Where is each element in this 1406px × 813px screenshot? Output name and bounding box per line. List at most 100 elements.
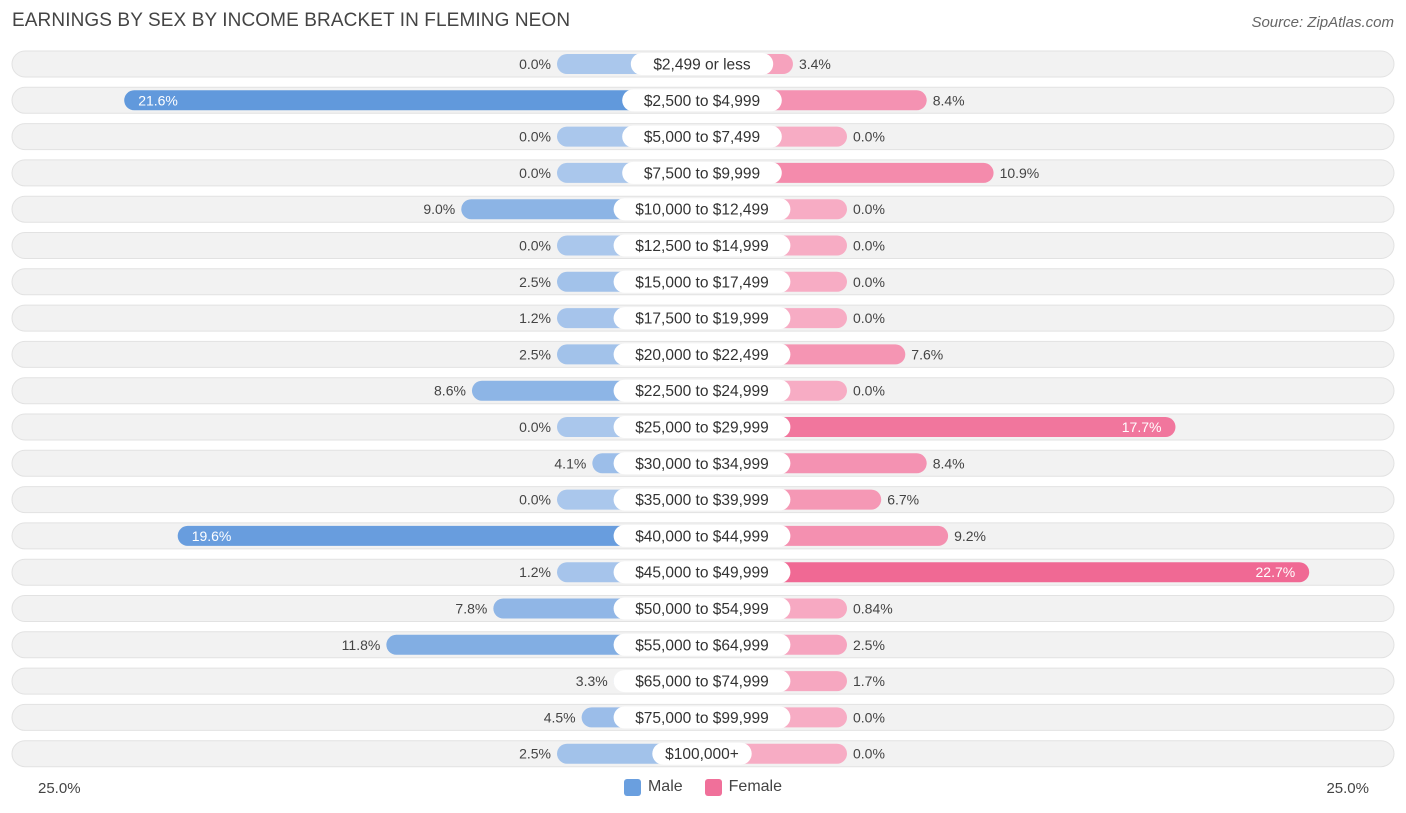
male-value-label: 0.0% (519, 165, 551, 181)
category-pill (613, 633, 791, 656)
female-value-label: 2.5% (853, 637, 885, 653)
male-value-label: 2.5% (519, 274, 551, 290)
category-label: $40,000 to $44,999 (635, 528, 769, 545)
category-label: $65,000 to $74,999 (635, 674, 769, 691)
female-bar (702, 417, 1176, 437)
female-value-label: 7.6% (911, 346, 943, 362)
female-value-label: 0.0% (853, 709, 885, 725)
bar-row: 4.5% 0.0% $75,000 to $99,999 (11, 703, 1395, 731)
male-value-label: 0.0% (519, 56, 551, 72)
female-value-label: 0.0% (853, 201, 885, 217)
male-value-label: 11.8% (342, 637, 381, 653)
bar-row: 0.0% 10.9% $7,500 to $9,999 (11, 159, 1395, 187)
legend-item-male[interactable]: Male (623, 778, 683, 796)
category-label: $45,000 to $49,999 (635, 565, 769, 582)
legend-label-female: Female (728, 778, 783, 795)
category-label: $25,000 to $29,999 (635, 420, 769, 437)
bar-row: 11.8% 2.5% $55,000 to $64,999 (11, 631, 1395, 659)
female-value-label: 0.0% (853, 274, 885, 290)
bar-row: 1.2% 22.7% $45,000 to $49,999 (11, 558, 1395, 586)
female-value-label: 1.7% (853, 673, 885, 689)
legend-swatch-male (623, 778, 641, 796)
legend-label-male: Male (647, 778, 683, 795)
category-pill (622, 125, 782, 148)
category-label: $55,000 to $64,999 (635, 637, 769, 654)
bar-row: 7.8% 0.84% $50,000 to $54,999 (11, 595, 1395, 622)
male-value-label: 2.5% (519, 346, 551, 362)
category-label: $2,500 to $4,999 (644, 93, 760, 110)
axis-right-label: 25.0% (1326, 780, 1369, 797)
category-label: $10,000 to $12,499 (635, 202, 769, 219)
category-label: $35,000 to $39,999 (635, 492, 769, 509)
female-value-label: 0.0% (853, 746, 885, 762)
category-label: $15,000 to $17,499 (635, 274, 769, 291)
category-label: $7,500 to $9,999 (644, 165, 760, 182)
category-pill (613, 343, 791, 366)
bar-row: 9.0% 0.0% $10,000 to $12,499 (11, 195, 1395, 223)
bar-row: 2.5% 0.0% $15,000 to $17,499 (11, 268, 1395, 296)
category-pill (613, 706, 791, 729)
female-value-label: 10.9% (1000, 165, 1040, 181)
male-value-label: 1.2% (519, 310, 551, 326)
legend-item-female[interactable]: Female (704, 778, 783, 796)
bar-row: 21.6% 8.4% $2,500 to $4,999 (11, 86, 1395, 114)
male-bar (124, 90, 702, 111)
female-value-label: 22.7% (1256, 564, 1296, 580)
female-value-label: 0.0% (853, 383, 885, 399)
category-pill (613, 561, 791, 584)
male-value-label: 19.6% (192, 528, 232, 544)
male-value-label: 0.0% (519, 129, 551, 145)
female-value-label: 0.84% (853, 601, 893, 617)
legend: Male Female (0, 778, 1406, 796)
male-value-label: 4.5% (544, 709, 576, 725)
female-value-label: 8.4% (933, 455, 965, 471)
bar-row: 4.1% 8.4% $30,000 to $34,999 (11, 449, 1395, 477)
female-value-label: 0.0% (853, 310, 885, 326)
bar-row: 0.0% 0.0% $12,500 to $14,999 (11, 232, 1395, 259)
category-pill (622, 161, 782, 184)
bar-row: 3.3% 1.7% $65,000 to $74,999 (11, 667, 1395, 695)
bar-row: 0.0% 0.0% $5,000 to $7,499 (11, 123, 1395, 151)
male-value-label: 8.6% (434, 383, 466, 399)
bar-row: 19.6% 9.2% $40,000 to $44,999 (11, 522, 1395, 550)
male-value-label: 3.3% (576, 673, 608, 689)
male-bar (177, 525, 702, 546)
category-pill (613, 416, 791, 438)
category-label: $100,000+ (665, 746, 739, 763)
category-label: $17,500 to $19,999 (635, 311, 769, 328)
category-pill (630, 53, 774, 75)
male-value-label: 9.0% (423, 201, 455, 217)
female-value-label: 6.7% (887, 492, 919, 508)
bar-row: 0.0% 6.7% $35,000 to $39,999 (11, 486, 1395, 514)
axis-left-label: 25.0% (38, 780, 81, 797)
category-pill (613, 670, 791, 693)
category-label: $12,500 to $14,999 (635, 238, 769, 255)
female-bar (702, 562, 1310, 583)
category-pill (652, 742, 752, 765)
category-pill (613, 524, 791, 547)
category-label: $30,000 to $34,999 (635, 456, 769, 473)
category-pill (613, 307, 791, 330)
category-label: $50,000 to $54,999 (635, 601, 769, 618)
category-label: $20,000 to $22,499 (635, 347, 769, 364)
male-value-label: 1.2% (519, 564, 551, 580)
female-value-label: 8.4% (933, 92, 965, 108)
male-value-label: 2.5% (519, 746, 551, 762)
female-value-label: 17.7% (1122, 419, 1162, 435)
category-pill (613, 379, 791, 402)
category-label: $5,000 to $7,499 (644, 129, 760, 146)
category-pill (613, 270, 791, 293)
bar-row: 2.5% 0.0% $100,000+ (11, 740, 1395, 768)
male-value-label: 0.0% (519, 492, 551, 508)
source-note: Source: ZipAtlas.com (1251, 14, 1394, 31)
male-value-label: 7.8% (455, 601, 487, 617)
category-pill (613, 234, 791, 257)
chart-title: EARNINGS BY SEX BY INCOME BRACKET IN FLE… (12, 10, 571, 31)
female-value-label: 9.2% (954, 528, 986, 544)
legend-swatch-female (704, 778, 722, 796)
male-value-label: 4.1% (554, 455, 586, 471)
female-value-label: 0.0% (853, 238, 885, 254)
bar-row: 8.6% 0.0% $22,500 to $24,999 (11, 377, 1395, 405)
female-value-label: 3.4% (799, 56, 831, 72)
